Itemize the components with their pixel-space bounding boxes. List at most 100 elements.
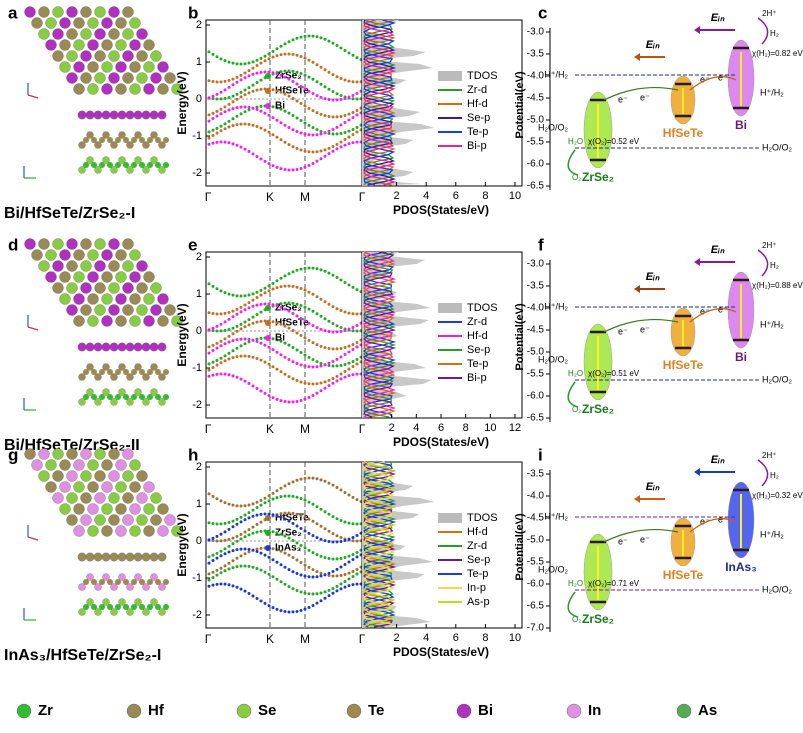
- atom: [158, 608, 166, 616]
- band-dot: [207, 130, 211, 134]
- band-dot: [223, 59, 227, 63]
- band-dot: [335, 567, 339, 571]
- atom: [108, 282, 120, 294]
- band-dot: [311, 519, 315, 523]
- band-dot: [243, 589, 247, 593]
- atom: [78, 398, 86, 406]
- band-dot: [291, 52, 295, 56]
- band-dot: [231, 519, 235, 523]
- band-dot: [255, 386, 259, 390]
- species: H₂: [770, 29, 779, 38]
- material-label: HfSeTe: [663, 358, 704, 372]
- band-dot: [231, 326, 235, 330]
- atom: [171, 315, 183, 327]
- band-dot: [287, 301, 291, 305]
- legend-dot: [265, 335, 271, 341]
- atom: [115, 394, 121, 400]
- band-dot: [327, 481, 331, 485]
- band-dot: [219, 499, 223, 503]
- band-dot: [315, 159, 319, 163]
- band-dot: [279, 370, 283, 374]
- chi-label: χ(H₂)=0.82 eV: [752, 49, 803, 58]
- band-dot: [283, 52, 287, 56]
- band-dot: [351, 552, 355, 556]
- band-dot: [239, 95, 243, 99]
- band-dot: [303, 56, 307, 60]
- band-dot: [231, 124, 235, 128]
- atom: [125, 552, 135, 562]
- atom: [149, 342, 159, 352]
- atom: [73, 459, 85, 471]
- atom: [155, 162, 161, 168]
- band-dot: [339, 556, 343, 560]
- x-axis-label: PDOS(States/eV): [393, 203, 489, 217]
- band-dot: [307, 531, 311, 535]
- o-level-label: H₂O/O₂: [762, 584, 792, 594]
- legend-swatch: [438, 71, 462, 81]
- band-dot: [235, 522, 239, 526]
- atom: [157, 110, 167, 120]
- band-dot: [243, 303, 247, 307]
- atom: [110, 166, 118, 174]
- o-level-label: H₂O/O₂: [538, 354, 568, 364]
- x-tick-label: 10: [509, 190, 521, 202]
- axis-arrow: [27, 94, 39, 99]
- band-dot: [339, 377, 343, 381]
- atom: [155, 137, 161, 143]
- atom: [126, 608, 134, 616]
- legend-label: ZrSe₂: [275, 528, 302, 539]
- atom: [108, 514, 120, 526]
- pdos-curve: [363, 461, 397, 628]
- atom: [91, 604, 97, 610]
- band-dot: [291, 538, 295, 542]
- atom: [110, 141, 118, 149]
- band-dot: [223, 96, 227, 100]
- band-dot: [351, 522, 355, 526]
- atom: [150, 598, 158, 606]
- atom: [94, 470, 106, 482]
- band-dot: [279, 107, 283, 111]
- atom: [115, 61, 127, 73]
- y-tick-label: 2: [196, 19, 202, 31]
- band-dot: [303, 476, 307, 480]
- band-dot: [339, 114, 343, 118]
- band-dot: [211, 117, 215, 121]
- y-tick-label: -4.5: [527, 93, 545, 104]
- band-dot: [275, 304, 279, 308]
- band-dot: [319, 129, 323, 133]
- atom: [80, 514, 92, 526]
- band-dot: [351, 569, 355, 573]
- band-dot: [343, 539, 347, 543]
- band-dot: [315, 365, 319, 369]
- band-dot: [287, 585, 291, 589]
- band-dot: [275, 286, 279, 290]
- band-dot: [267, 57, 271, 61]
- band-dot: [271, 320, 275, 324]
- y-tick-label: -3.0: [527, 27, 545, 38]
- atom: [101, 17, 113, 29]
- legend-atom: [236, 703, 252, 719]
- band-dot: [283, 565, 287, 569]
- band-dot: [291, 610, 295, 614]
- band-dot: [287, 400, 291, 404]
- band-dot: [227, 583, 231, 587]
- band-dot: [323, 556, 327, 560]
- band-dot: [311, 358, 315, 362]
- band-dot: [335, 364, 339, 368]
- band-dot: [355, 539, 359, 543]
- atom: [131, 604, 137, 610]
- band-dot: [223, 359, 227, 363]
- atom: [86, 598, 94, 606]
- atom: [122, 72, 134, 84]
- band-dot: [283, 355, 287, 359]
- band-dot: [223, 328, 227, 332]
- band-dot: [315, 63, 319, 67]
- band-dot: [327, 132, 331, 136]
- legend-label: Hf-d: [467, 330, 488, 342]
- band-dot: [227, 537, 231, 541]
- band-dot: [331, 483, 335, 487]
- band-dot: [295, 348, 299, 352]
- atom: [157, 315, 169, 327]
- band-dot: [235, 62, 239, 66]
- band-dot: [343, 131, 347, 135]
